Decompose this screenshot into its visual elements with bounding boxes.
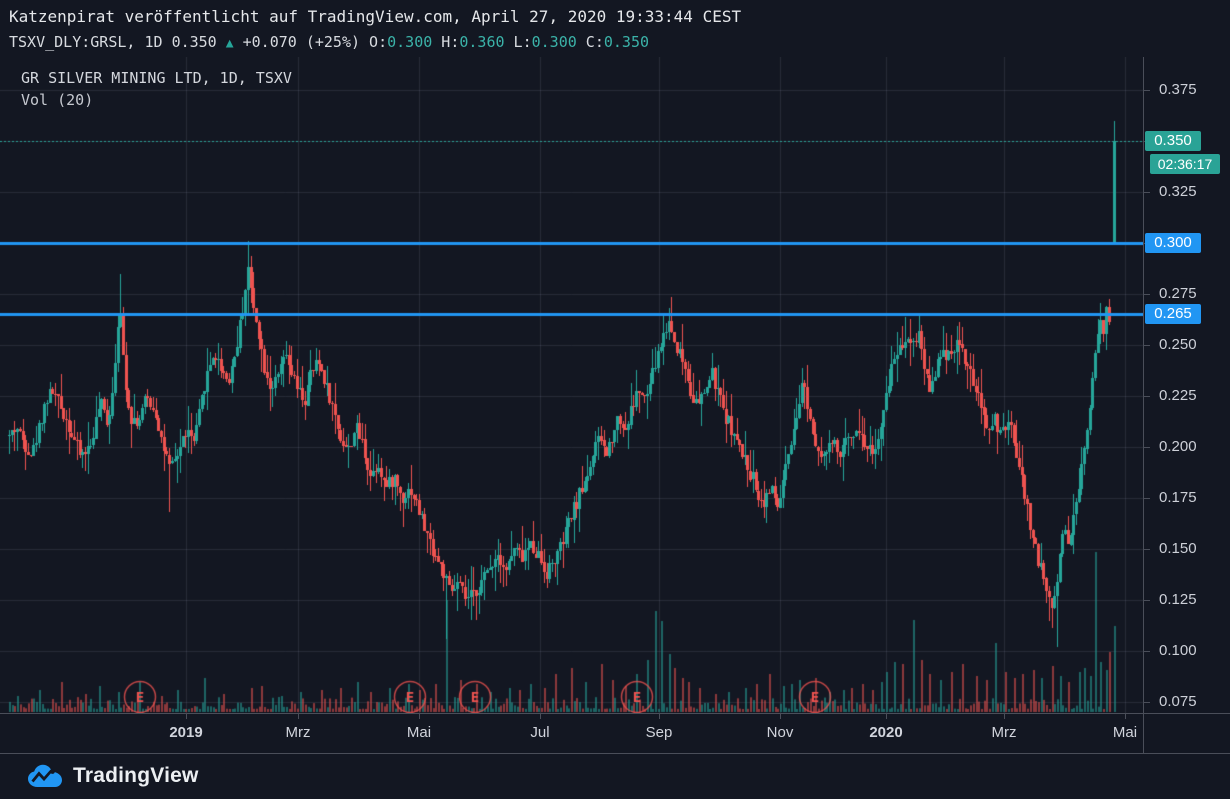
price-axis-tick-mark — [1144, 702, 1150, 703]
last-price-badge: 0.350 — [1145, 131, 1201, 151]
tradingview-logo-icon — [28, 764, 62, 787]
last-price: 0.350 — [171, 33, 217, 51]
price-axis-tick-mark — [1144, 192, 1150, 193]
price-axis-tick-mark — [1144, 396, 1150, 397]
time-axis-label-2020: 2020 — [869, 724, 903, 741]
symbol-label: TSXV_DLY:GRSL, — [9, 33, 136, 51]
symbol-ohlc-line: TSXV_DLY:GRSL, 1D 0.350 ▲ +0.070 (+25%) … — [9, 33, 649, 51]
time-axis-tick-mark — [298, 714, 299, 719]
price-axis-label-0.200: 0.200 — [1159, 438, 1197, 455]
time-axis-tick-mark — [1004, 714, 1005, 719]
time-axis-label-Mai: Mai — [1112, 724, 1138, 741]
price-chart-canvas[interactable] — [0, 57, 1143, 713]
time-axis-label-Mrz: Mrz — [285, 724, 311, 741]
price-change: +0.070 (+25%) — [242, 33, 361, 51]
close-value: 0.350 — [603, 33, 650, 51]
time-axis-label-2019: 2019 — [169, 724, 203, 741]
price-axis-label-0.250: 0.250 — [1159, 336, 1197, 353]
time-axis-tick-mark — [419, 714, 420, 719]
close-label: C: — [585, 33, 604, 51]
price-axis-tick-mark — [1144, 90, 1150, 91]
line-price-badge-0265: 0.265 — [1145, 304, 1201, 324]
axis-corner-border — [1143, 714, 1144, 754]
chart-legend: GR SILVER MINING LTD, 1D, TSXV Vol (20) — [21, 67, 292, 111]
open-label: O: — [369, 33, 388, 51]
legend-volume-study[interactable]: Vol (20) — [21, 91, 94, 109]
price-axis-tick-mark — [1144, 294, 1150, 295]
arrow-up-icon: ▲ — [225, 36, 234, 51]
time-axis-label-Mai: Mai — [406, 724, 432, 741]
time-axis-label-Nov: Nov — [766, 724, 794, 741]
publish-attribution: Katzenpirat veröffentlicht auf TradingVi… — [9, 7, 742, 26]
chart-pane[interactable]: GR SILVER MINING LTD, 1D, TSXV Vol (20) — [0, 57, 1143, 713]
line-price-badge-0300: 0.300 — [1145, 233, 1201, 253]
time-axis-tick-mark — [886, 714, 887, 719]
time-axis-label-Sep: Sep — [645, 724, 673, 741]
legend-symbol-title[interactable]: GR SILVER MINING LTD, 1D, TSXV — [21, 69, 292, 87]
price-axis-label-0.150: 0.150 — [1159, 540, 1197, 557]
price-axis-tick-mark — [1144, 651, 1150, 652]
price-axis-tick-mark — [1144, 345, 1150, 346]
price-axis-tick-mark — [1144, 600, 1150, 601]
tradingview-brand-link[interactable]: TradingView — [27, 764, 199, 788]
tradingview-brand-text: TradingView — [73, 764, 199, 787]
price-axis-label-0.175: 0.175 — [1159, 489, 1197, 506]
time-axis-tick-mark — [186, 714, 187, 719]
price-axis-tick-mark — [1144, 549, 1150, 550]
time-axis-tick-mark — [1125, 714, 1126, 719]
price-axis-tick-mark — [1144, 447, 1150, 448]
time-axis-tick-mark — [540, 714, 541, 719]
interval-label: 1D — [144, 33, 163, 51]
time-axis-tick-mark — [659, 714, 660, 719]
chart-header: Katzenpirat veröffentlicht auf TradingVi… — [0, 0, 1230, 57]
open-value: 0.300 — [387, 33, 433, 51]
price-axis-label-0.275: 0.275 — [1159, 285, 1197, 302]
time-axis-tick-mark — [780, 714, 781, 719]
high-value: 0.360 — [459, 33, 505, 51]
price-axis-label-0.075: 0.075 — [1159, 693, 1197, 710]
time-axis-label-Jul: Jul — [530, 724, 550, 741]
price-axis-label-0.125: 0.125 — [1159, 591, 1197, 608]
time-axis-label-Mrz: Mrz — [991, 724, 1017, 741]
footer-bar: TradingView — [0, 753, 1230, 799]
price-axis-label-0.325: 0.325 — [1159, 183, 1197, 200]
price-axis-label-0.100: 0.100 — [1159, 642, 1197, 659]
session-countdown-badge: 02:36:17 — [1150, 154, 1220, 174]
price-axis[interactable]: 0.350 02:36:17 0.300 0.265 0.3750.3500.3… — [1143, 57, 1230, 713]
price-axis-tick-mark — [1144, 498, 1150, 499]
high-label: H: — [441, 33, 460, 51]
price-axis-label-0.225: 0.225 — [1159, 387, 1197, 404]
price-axis-label-0.375: 0.375 — [1159, 81, 1197, 98]
low-label: L: — [513, 33, 532, 51]
time-axis[interactable]: 2019 Mrz Mai Jul Sep Nov 2020 Mrz Mai — [0, 713, 1230, 754]
low-value: 0.300 — [531, 33, 577, 51]
